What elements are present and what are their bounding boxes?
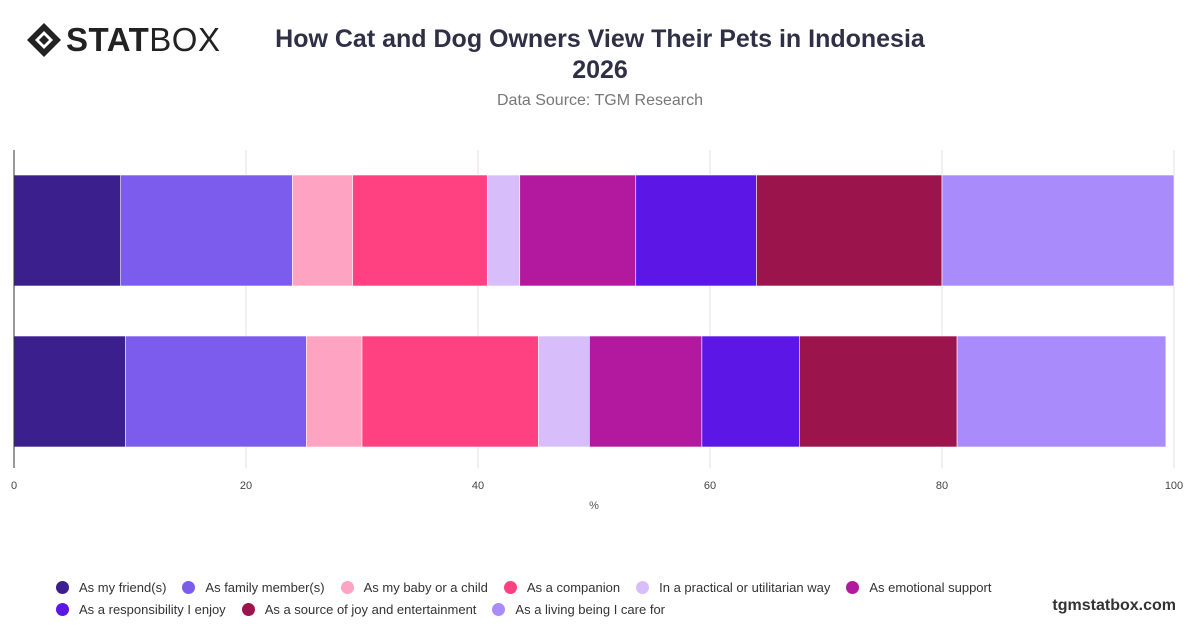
bar-segment-0-1 xyxy=(120,174,293,287)
bar-segment-0-6 xyxy=(635,174,757,287)
legend-swatch-5 xyxy=(846,581,860,594)
legend-swatch-7 xyxy=(241,603,255,616)
chart-subtitle: Data Source: TGM Research xyxy=(496,92,703,109)
x-tick-label-0: 0 xyxy=(11,480,17,492)
legend-item-8[interactable]: As a living being I care for xyxy=(492,600,665,619)
bar-segment-1-5 xyxy=(589,335,703,448)
legend-swatch-1 xyxy=(182,581,196,594)
bar-segment-0-0 xyxy=(13,174,122,287)
legend-item-2[interactable]: As my baby or a child xyxy=(340,578,488,597)
legend-item-3[interactable]: As a companion xyxy=(503,578,621,597)
bar-segment-1-8 xyxy=(956,335,1167,448)
legend-item-6[interactable]: As a responsibility I enjoy xyxy=(56,600,226,619)
legend-swatch-3 xyxy=(503,581,517,594)
bar-segment-0-8 xyxy=(941,174,1175,287)
legend-label-7: As a source of joy and entertainment xyxy=(264,602,477,617)
bar-segment-1-4 xyxy=(538,335,590,448)
legend-label-2: As my baby or a child xyxy=(363,580,488,595)
legend-label-0: As my friend(s) xyxy=(79,580,167,595)
chart-title-line-1: How Cat and Dog Owners View Their Pets i… xyxy=(275,25,925,53)
bar-segment-1-2 xyxy=(306,335,363,448)
bar-segment-0-5 xyxy=(519,174,637,287)
chart-title-line-2: 2026 xyxy=(572,56,628,84)
legend-label-4: In a practical or utilitarian way xyxy=(659,580,831,595)
x-axis-label: % xyxy=(589,500,599,512)
legend-item-7[interactable]: As a source of joy and entertainment xyxy=(241,600,477,619)
bar-segment-1-3 xyxy=(361,335,539,448)
x-tick-label-1: 20 xyxy=(240,480,252,492)
bar-segment-0-3 xyxy=(352,174,488,287)
legend-item-1[interactable]: As family member(s) xyxy=(182,578,325,597)
bar-segment-1-6 xyxy=(701,335,800,448)
logo-text: STATBOX xyxy=(66,22,220,58)
x-tick-label-3: 60 xyxy=(704,480,716,492)
legend-item-4[interactable]: In a practical or utilitarian way xyxy=(636,578,830,597)
legend-label-1: As family member(s) xyxy=(205,580,325,595)
chart-title: How Cat and Dog Owners View Their Pets i… xyxy=(260,24,940,86)
legend-swatch-4 xyxy=(636,581,650,594)
legend-label-3: As a companion xyxy=(526,580,621,595)
legend-swatch-2 xyxy=(340,581,354,594)
legend-item-0[interactable]: As my friend(s) xyxy=(56,578,166,597)
bar-segment-0-7 xyxy=(756,174,943,287)
x-tick-label-4: 80 xyxy=(936,480,948,492)
legend-item-5[interactable]: As emotional support xyxy=(846,578,991,597)
bar-segment-1-1 xyxy=(125,335,307,448)
logo-text-stat: STAT xyxy=(66,21,150,58)
legend-swatch-0 xyxy=(56,581,69,594)
footer-site: tgmstatbox.com xyxy=(1052,597,1176,614)
legend-label-8: As a living being I care for xyxy=(515,602,665,617)
legend-swatch-8 xyxy=(492,603,506,616)
stacked-bar-chart: 0 20 40 60 80 100% xyxy=(11,150,1183,512)
logo: STATBOX xyxy=(26,22,220,58)
x-tick-label-2: 40 xyxy=(472,480,484,492)
legend-swatch-6 xyxy=(56,603,69,616)
bar-segment-1-0 xyxy=(13,335,126,448)
bar-segment-1-7 xyxy=(799,335,958,448)
bar-segment-0-2 xyxy=(292,174,354,287)
legend-label-5: As emotional support xyxy=(869,580,992,595)
diamond-logo-icon xyxy=(27,23,61,57)
bar-segment-0-4 xyxy=(486,174,521,287)
logo-text-box: BOX xyxy=(149,21,221,58)
legend-label-6: As a responsibility I enjoy xyxy=(79,602,226,617)
x-tick-label-5: 100 xyxy=(1165,480,1183,492)
chart-legend: As my friend(s) As family member(s) As my … xyxy=(56,578,1056,619)
